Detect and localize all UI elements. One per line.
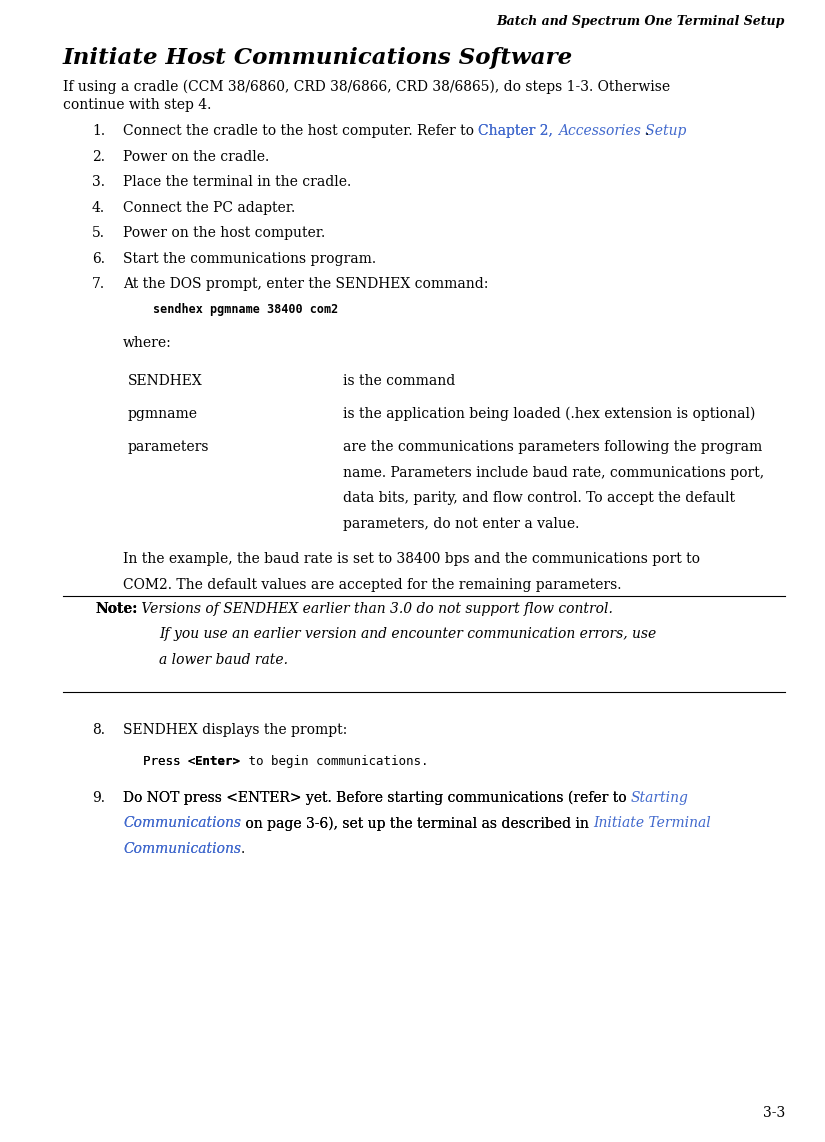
Text: Accessories Setup: Accessories Setup (558, 124, 686, 138)
Text: parameters, do not enter a value.: parameters, do not enter a value. (343, 516, 579, 531)
Text: continue with step 4.: continue with step 4. (63, 98, 211, 112)
Text: Chapter 2,: Chapter 2, (478, 124, 558, 138)
Text: Enter>: Enter> (196, 755, 241, 767)
Text: is the command: is the command (343, 373, 455, 388)
Text: Do NOT press <ENTER> yet. Before starting communications (refer to: Do NOT press <ENTER> yet. Before startin… (123, 790, 631, 805)
Text: where:: where: (123, 336, 172, 349)
Text: Batch and Spectrum One Terminal Setup: Batch and Spectrum One Terminal Setup (497, 15, 785, 29)
Text: Start the communications program.: Start the communications program. (123, 251, 376, 265)
Text: Communications: Communications (123, 817, 241, 830)
Text: 8.: 8. (92, 723, 105, 737)
Text: If you use an earlier version and encounter communication errors, use: If you use an earlier version and encoun… (159, 627, 657, 641)
Text: Chapter 2,: Chapter 2, (478, 124, 558, 138)
Text: on page 3-6), set up the terminal as described in: on page 3-6), set up the terminal as des… (241, 817, 593, 830)
Text: Press <: Press < (143, 755, 196, 767)
Text: Initiate Host Communications Software: Initiate Host Communications Software (63, 47, 573, 69)
Text: 9.: 9. (92, 790, 105, 805)
Text: Press <: Press < (143, 755, 196, 767)
Text: Note:: Note: (95, 602, 138, 616)
Text: Enter>: Enter> (196, 755, 241, 767)
Text: Starting: Starting (631, 790, 689, 805)
Text: .: . (644, 124, 648, 138)
Text: SENDHEX: SENDHEX (128, 373, 203, 388)
Text: At the DOS prompt, enter the SENDHEX command:: At the DOS prompt, enter the SENDHEX com… (123, 278, 488, 291)
Text: to begin communications.: to begin communications. (241, 755, 428, 767)
Text: 6.: 6. (92, 251, 105, 265)
Text: 2.: 2. (92, 150, 105, 163)
Text: Do NOT press <ENTER> yet. Before starting communications (refer to: Do NOT press <ENTER> yet. Before startin… (123, 790, 631, 805)
Text: COM2. The default values are accepted for the remaining parameters.: COM2. The default values are accepted fo… (123, 578, 621, 592)
Text: 7.: 7. (92, 278, 105, 291)
Text: Power on the host computer.: Power on the host computer. (123, 226, 325, 240)
Text: In the example, the baud rate is set to 38400 bps and the communications port to: In the example, the baud rate is set to … (123, 553, 700, 566)
Text: Initiate Terminal: Initiate Terminal (593, 817, 711, 830)
Text: a lower baud rate.: a lower baud rate. (159, 652, 289, 667)
Text: Versions of SENDHEX earlier than 3.0 do not support flow control.: Versions of SENDHEX earlier than 3.0 do … (138, 602, 613, 616)
Text: Communications: Communications (123, 842, 241, 855)
Text: on page 3-6), set up the terminal as described in: on page 3-6), set up the terminal as des… (241, 817, 593, 830)
Text: 4.: 4. (92, 201, 105, 215)
Text: 5.: 5. (92, 226, 105, 240)
Text: 3-3: 3-3 (763, 1105, 785, 1120)
Text: Communications: Communications (123, 842, 241, 855)
Text: is the application being loaded (.hex extension is optional): is the application being loaded (.hex ex… (343, 407, 756, 421)
Text: pgmname: pgmname (128, 407, 198, 421)
Text: are the communications parameters following the program: are the communications parameters follow… (343, 440, 762, 455)
Text: Note:: Note: (95, 602, 138, 616)
Text: data bits, parity, and flow control. To accept the default: data bits, parity, and flow control. To … (343, 491, 735, 505)
Text: .: . (241, 842, 245, 855)
Text: SENDHEX displays the prompt:: SENDHEX displays the prompt: (123, 723, 347, 737)
Text: Communications: Communications (123, 817, 241, 830)
Text: Connect the cradle to the host computer. Refer to: Connect the cradle to the host computer.… (123, 124, 478, 138)
Text: sendhex pgmname 38400 com2: sendhex pgmname 38400 com2 (153, 303, 338, 315)
Text: 3.: 3. (92, 175, 105, 188)
Text: Place the terminal in the cradle.: Place the terminal in the cradle. (123, 175, 351, 188)
Text: If using a cradle (CCM 38/6860, CRD 38/6866, CRD 38/6865), do steps 1-3. Otherwi: If using a cradle (CCM 38/6860, CRD 38/6… (63, 80, 670, 95)
Text: 1.: 1. (92, 124, 105, 138)
Text: Power on the cradle.: Power on the cradle. (123, 150, 269, 163)
Text: Connect the PC adapter.: Connect the PC adapter. (123, 201, 295, 215)
Text: name. Parameters include baud rate, communications port,: name. Parameters include baud rate, comm… (343, 466, 764, 480)
Text: parameters: parameters (128, 440, 210, 455)
